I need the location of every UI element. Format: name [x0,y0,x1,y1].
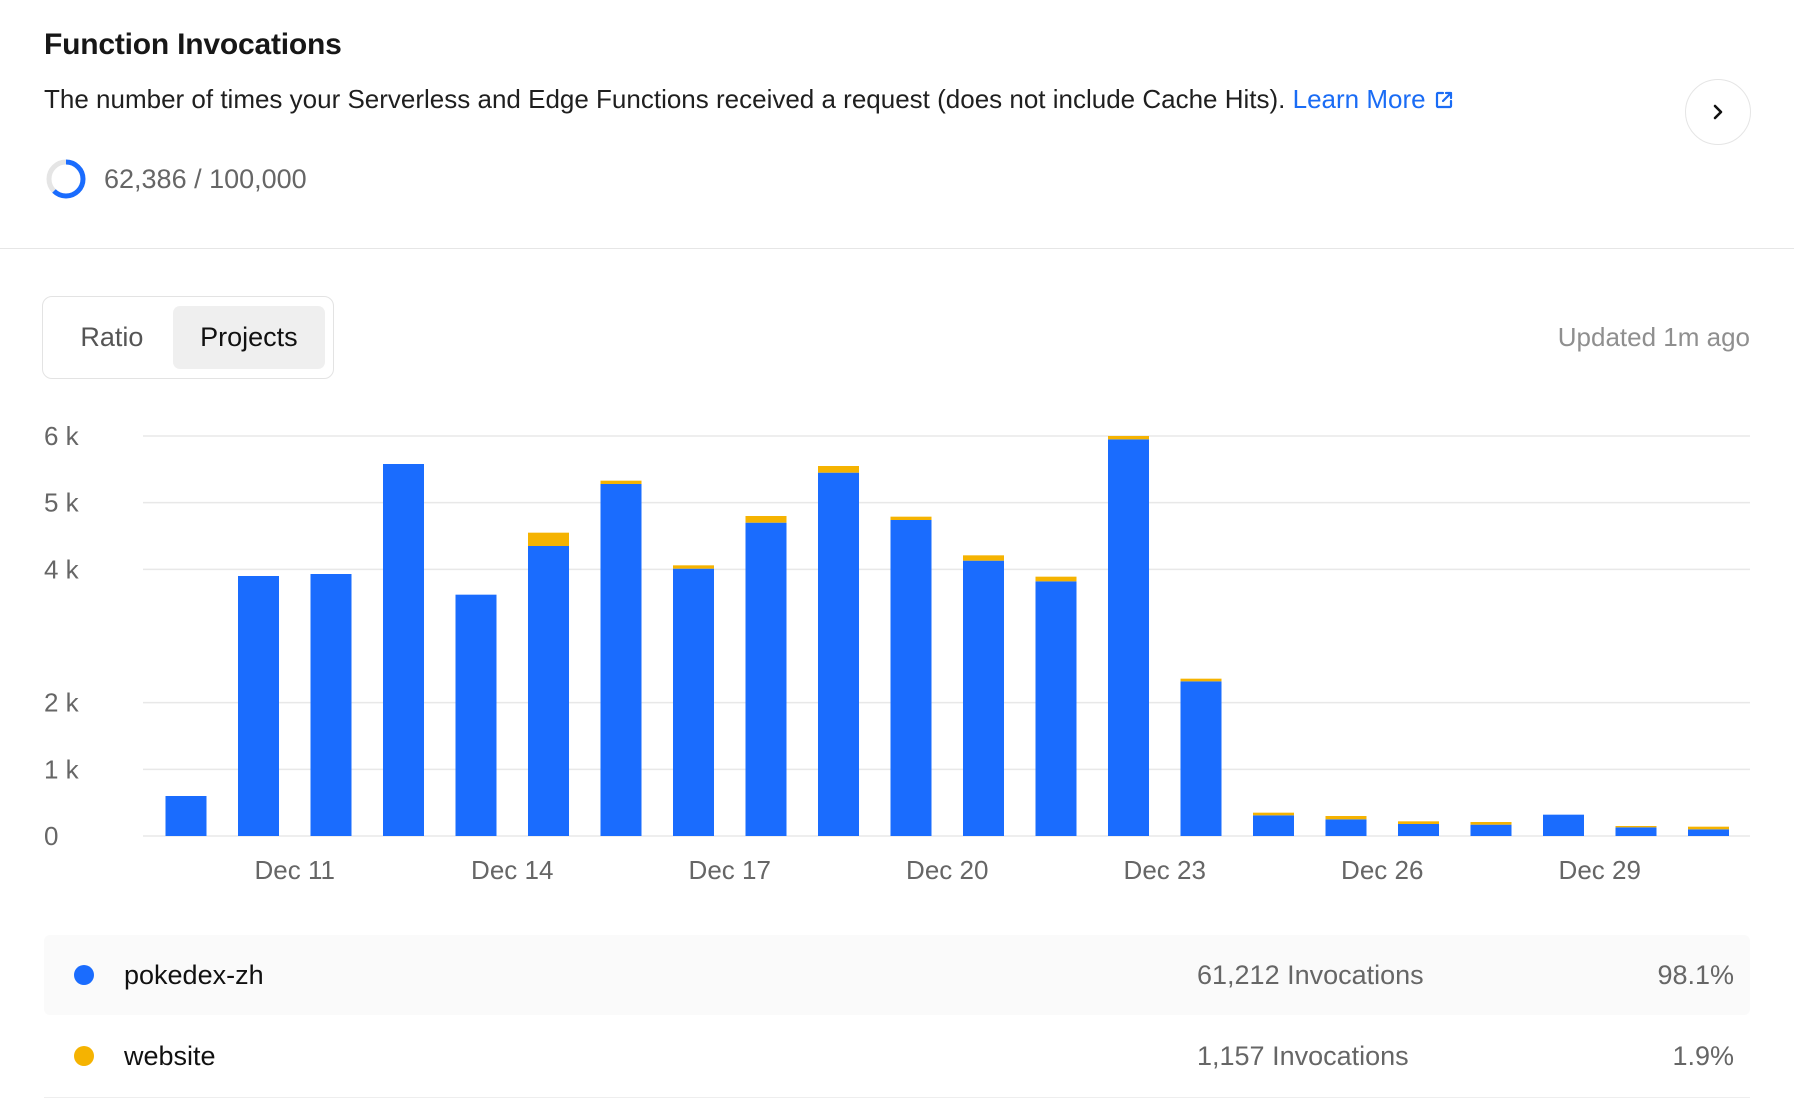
view-toggle: Ratio Projects [42,296,334,379]
updated-status: Updated 1m ago [1557,322,1750,352]
y-tick-label: 6 k [44,421,80,451]
bar-pokedex-zh-dec-23[interactable] [1108,439,1149,836]
bar-pokedex-zh-dec-18[interactable] [745,522,787,836]
bar-pokedex-zh-dec-27[interactable] [1398,824,1439,836]
legend-percent: 1.9% [1672,1040,1734,1071]
x-tick-label: Dec 29 [1559,855,1641,885]
external-link-icon [1435,91,1452,109]
bar-website-dec-20[interactable] [890,516,932,520]
bar-pokedex-zh-dec-30[interactable] [1615,827,1657,836]
bar-pokedex-zh-dec-14[interactable] [455,594,497,836]
learn-more-label: Learn More [1292,84,1426,114]
x-tick-label: Dec 14 [471,855,553,885]
bar-pokedex-zh-dec-19[interactable] [818,472,859,836]
x-tick-label: Dec 26 [1341,855,1423,885]
legend-dot-icon [74,965,94,985]
legend-dot-icon [74,1046,94,1066]
legend-item-pokedex-zh[interactable]: pokedex-zh 61,212 Invocations 98.1% [44,935,1750,1015]
bar-website-dec-26[interactable] [1325,816,1367,820]
bar-website-dec-30[interactable] [1615,826,1657,828]
next-button[interactable] [1685,79,1751,145]
toggle-ratio[interactable]: Ratio [80,322,144,352]
description: The number of times your Serverless and … [44,84,1454,115]
bar-pokedex-zh-dec-21[interactable] [963,560,1004,836]
y-tick-label: 4 k [44,554,80,584]
x-tick-label: Dec 17 [689,855,771,885]
bar-pokedex-zh-dec-17[interactable] [673,568,714,836]
bar-website-dec-25[interactable] [1253,812,1294,816]
bar-pokedex-zh-dec-15[interactable] [528,546,569,836]
bar-website-dec-22[interactable] [1035,576,1077,582]
bar-pokedex-zh-dec-25[interactable] [1253,815,1294,836]
legend-count: 1,157 Invocations [1197,1040,1409,1071]
bar-website-dec-15[interactable] [528,532,569,546]
x-tick-label: Dec 20 [906,855,988,885]
description-text: The number of times your Serverless and … [44,84,1286,114]
bar-website-dec-24[interactable] [1180,678,1222,682]
y-tick-label: 0 [44,821,58,851]
header: Function Invocations The number of times… [44,28,1750,114]
usage-text: 62,386 / 100,000 [104,163,307,194]
usage-indicator: 62,386 / 100,000 [44,157,307,201]
legend-name: pokedex-zh [124,959,264,990]
bar-website-dec-19[interactable] [818,466,859,473]
bar-pokedex-zh-dec-22[interactable] [1035,581,1077,836]
bar-website-dec-23[interactable] [1108,436,1149,440]
bar-pokedex-zh-dec-26[interactable] [1325,819,1367,836]
bar-pokedex-zh-dec-29[interactable] [1543,814,1584,836]
legend-count: 61,212 Invocations [1197,959,1424,990]
toggle-projects[interactable]: Projects [172,306,325,369]
bar-pokedex-zh-dec-16[interactable] [600,484,642,836]
x-tick-label: Dec 23 [1124,855,1206,885]
y-tick-label: 5 k [44,488,80,518]
legend-item-website[interactable]: website 1,157 Invocations 1.9% [44,1016,1750,1096]
x-tick-label: Dec 11 [255,855,335,885]
bar-website-dec-31[interactable] [1688,826,1729,830]
bar-pokedex-zh-dec-11[interactable] [238,576,279,836]
bar-website-dec-21[interactable] [963,555,1004,561]
bar-pokedex-zh-dec-10[interactable] [165,796,207,836]
bar-website-dec-18[interactable] [745,516,787,523]
bar-pokedex-zh-dec-31[interactable] [1688,829,1729,836]
learn-more-link[interactable]: Learn More [1293,84,1454,114]
legend-name: website [124,1040,216,1071]
bar-pokedex-zh-dec-13[interactable] [383,464,424,836]
invocations-bar-chart: 0 1 k 2 k 4 k 5 k 6 k Dec 11 Dec 14 Dec 17 Dec 20… [44,421,1750,885]
bar-pokedex-zh-dec-28[interactable] [1470,824,1512,836]
bar-pokedex-zh-dec-24[interactable] [1180,681,1222,836]
y-tick-label: 2 k [44,688,80,718]
legend-percent: 98.1% [1657,959,1734,990]
bar-pokedex-zh-dec-20[interactable] [890,520,932,836]
bar-website-dec-28[interactable] [1470,822,1512,825]
page-title: Function Invocations [44,28,342,61]
bar-website-dec-17[interactable] [673,565,714,569]
divider [44,1097,1750,1098]
usage-ring-icon [46,159,86,199]
bar-website-dec-27[interactable] [1398,821,1439,824]
bar-website-dec-16[interactable] [600,480,642,484]
bar-pokedex-zh-dec-12[interactable] [310,574,352,836]
chevron-right-icon [1713,104,1723,120]
y-tick-label: 1 k [44,754,80,784]
divider [0,248,1794,249]
